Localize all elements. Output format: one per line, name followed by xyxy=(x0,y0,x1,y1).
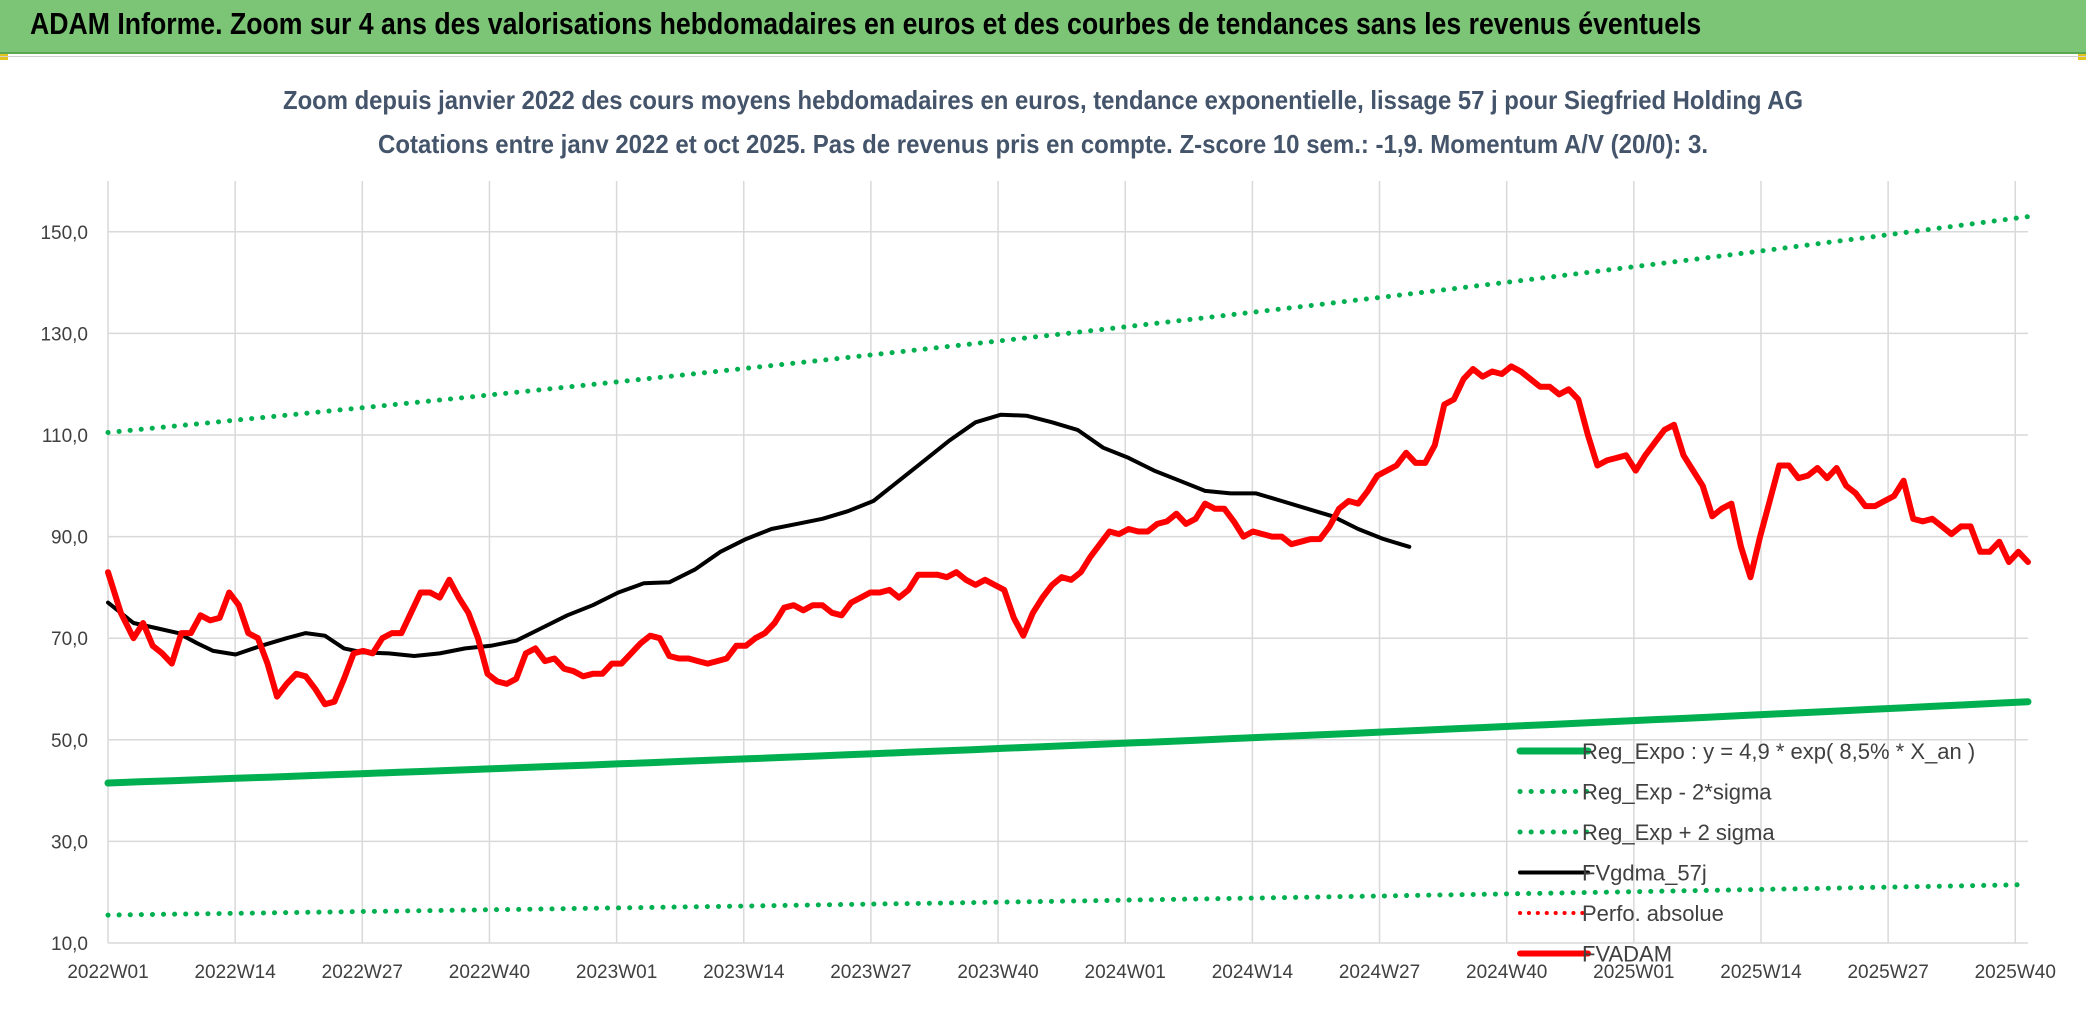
legend-label: FVADAM xyxy=(1582,942,1672,967)
x-tick-label: 2023W01 xyxy=(576,962,657,983)
x-tick-label: 2023W40 xyxy=(957,962,1038,983)
x-tick-label: 2025W01 xyxy=(1593,962,1674,983)
corner-accent-left xyxy=(0,54,8,60)
x-tick-label: 2024W01 xyxy=(1085,962,1166,983)
legend-label: FVgdma_57j xyxy=(1582,861,1707,886)
x-tick-label: 2024W40 xyxy=(1466,962,1547,983)
y-tick-label: 50,0 xyxy=(51,731,88,752)
y-tick-label: 30,0 xyxy=(51,832,88,853)
chart-container: 10,0 30,0 50,0 70,0 90,0 110,0 130,0 150,0 2022… xyxy=(0,56,2086,1031)
x-tick-label: 2022W27 xyxy=(322,962,403,983)
y-tick-label: 150,0 xyxy=(40,223,88,244)
series-lines xyxy=(104,214,2032,918)
y-tick-label: 10,0 xyxy=(51,934,88,955)
x-tick-label: 2025W14 xyxy=(1720,962,1802,983)
legend-label: Reg_Exp + 2 sigma xyxy=(1582,820,1775,845)
x-tick-label: 2022W01 xyxy=(67,962,148,983)
x-tick-label: 2023W14 xyxy=(703,962,785,983)
x-tick-label: 2022W14 xyxy=(194,962,276,983)
legend-label: Perfo. absolue xyxy=(1582,901,1724,926)
series-line-1 xyxy=(105,882,2031,918)
series-line-5 xyxy=(105,363,2031,708)
y-tick-label: 70,0 xyxy=(51,629,88,650)
y-tick-label: 90,0 xyxy=(51,528,88,549)
legend: Reg_Expo : y = 4,9 * exp( 8,5% * X_an ) R… xyxy=(1516,739,1975,967)
x-tick-label: 2023W27 xyxy=(830,962,911,983)
grid-lines xyxy=(107,181,2028,944)
series-line-0 xyxy=(104,698,2032,787)
series-line-3 xyxy=(106,412,1412,658)
corner-accent-right xyxy=(2078,54,2086,60)
x-tick-label: 2025W27 xyxy=(1847,962,1928,983)
y-tick-label: 110,0 xyxy=(42,426,88,447)
y-axis-ticks: 10,0 30,0 50,0 70,0 90,0 110,0 130,0 150,0 xyxy=(40,223,88,955)
report-title: ADAM Informe. Zoom sur 4 ans des valoris… xyxy=(30,6,1702,41)
chart-svg: 10,0 30,0 50,0 70,0 90,0 110,0 130,0 150,0 2022… xyxy=(40,85,2056,983)
x-tick-label: 2024W14 xyxy=(1212,962,1294,983)
x-tick-label: 2025W40 xyxy=(1975,962,2056,983)
series-line-2 xyxy=(105,214,2031,435)
legend-label: Reg_Expo : y = 4,9 * exp( 8,5% * X_an ) xyxy=(1582,739,1975,764)
report-banner: ADAM Informe. Zoom sur 4 ans des valoris… xyxy=(0,0,2086,54)
x-tick-label: 2022W40 xyxy=(449,962,530,983)
x-axis-ticks: 2022W01 2022W14 2022W27 2022W40 2023W01 2023W… xyxy=(67,962,2056,983)
legend-label: Reg_Exp - 2*sigma xyxy=(1582,780,1772,805)
y-tick-label: 130,0 xyxy=(40,324,88,345)
chart-subtitle: Cotations entre janv 2022 et oct 2025. P… xyxy=(378,129,1708,159)
x-tick-label: 2024W27 xyxy=(1339,962,1420,983)
chart-title: Zoom depuis janvier 2022 des cours moyen… xyxy=(283,85,1803,115)
